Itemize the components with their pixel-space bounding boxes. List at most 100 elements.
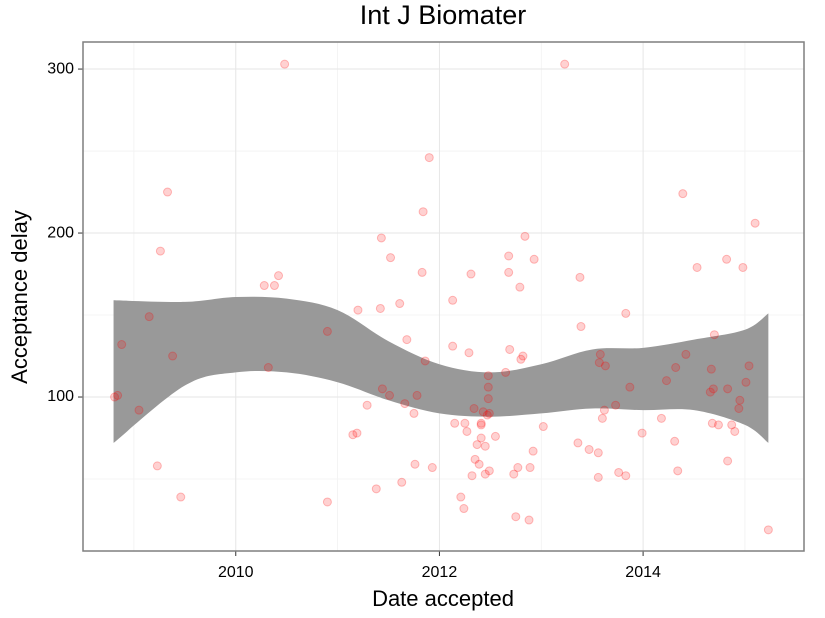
point	[515, 282, 525, 292]
point	[280, 59, 290, 69]
point	[483, 394, 493, 404]
point	[400, 399, 410, 409]
point	[735, 395, 745, 405]
point	[705, 387, 715, 397]
point	[692, 262, 702, 272]
point	[727, 420, 737, 430]
point	[750, 218, 760, 228]
point	[504, 251, 514, 261]
point	[483, 382, 493, 392]
confidence-band	[113, 296, 769, 443]
point	[464, 348, 474, 358]
point	[410, 459, 420, 469]
point	[520, 231, 530, 241]
y-tick-label: 300	[47, 60, 74, 77]
point	[352, 428, 362, 438]
point	[478, 407, 488, 417]
point	[322, 326, 332, 336]
point	[730, 426, 740, 436]
point	[113, 390, 123, 400]
point	[662, 376, 672, 386]
point	[476, 433, 486, 443]
point	[518, 351, 528, 361]
point	[573, 438, 583, 448]
point	[472, 440, 482, 450]
point	[621, 471, 631, 481]
point	[744, 361, 754, 371]
point	[707, 418, 717, 428]
point	[595, 349, 605, 359]
point	[117, 340, 127, 350]
point	[678, 189, 688, 199]
point	[480, 469, 490, 479]
point	[511, 512, 521, 522]
point	[593, 448, 603, 458]
point	[516, 354, 526, 364]
point	[505, 344, 515, 354]
point	[395, 299, 405, 309]
point	[525, 463, 535, 473]
point	[637, 428, 647, 438]
point	[409, 408, 419, 418]
point	[424, 153, 434, 163]
point	[708, 384, 718, 394]
point	[168, 351, 178, 361]
point	[671, 363, 681, 373]
point	[362, 400, 372, 410]
x-tick-label: 2014	[625, 564, 661, 581]
point	[734, 403, 744, 413]
point	[600, 361, 610, 371]
point	[110, 392, 120, 402]
point	[427, 463, 437, 473]
point	[418, 207, 428, 217]
point	[722, 254, 732, 264]
point	[386, 253, 396, 263]
point	[176, 492, 186, 502]
point	[575, 272, 585, 282]
point	[741, 377, 751, 387]
point	[152, 461, 162, 471]
point	[353, 305, 363, 315]
point	[412, 390, 422, 400]
point	[348, 430, 358, 440]
point	[593, 472, 603, 482]
point	[322, 497, 332, 507]
x-tick-label: 2010	[218, 564, 254, 581]
point	[501, 367, 511, 377]
y-tick-label: 200	[47, 224, 74, 241]
point	[134, 405, 144, 415]
point	[656, 413, 666, 423]
point	[738, 262, 748, 272]
x-axis-title: Date accepted	[372, 586, 514, 611]
point	[484, 408, 494, 418]
point	[480, 441, 490, 451]
point	[397, 477, 407, 487]
point	[376, 233, 386, 243]
point	[597, 413, 607, 423]
point	[467, 471, 477, 481]
point	[470, 454, 480, 464]
point	[163, 187, 173, 197]
point	[576, 322, 586, 332]
point	[611, 400, 621, 410]
point	[681, 349, 691, 359]
point	[155, 246, 165, 256]
point	[476, 418, 486, 428]
point	[614, 467, 624, 477]
point	[504, 267, 514, 277]
point	[375, 303, 385, 313]
point	[144, 312, 154, 322]
point	[513, 463, 523, 473]
point	[274, 271, 284, 281]
point	[529, 254, 539, 264]
point	[621, 308, 631, 318]
point	[713, 420, 723, 430]
point	[462, 426, 472, 436]
point	[706, 364, 716, 374]
point	[450, 418, 460, 428]
point	[709, 330, 719, 340]
point	[466, 269, 476, 279]
point	[584, 444, 594, 454]
point	[259, 281, 269, 291]
